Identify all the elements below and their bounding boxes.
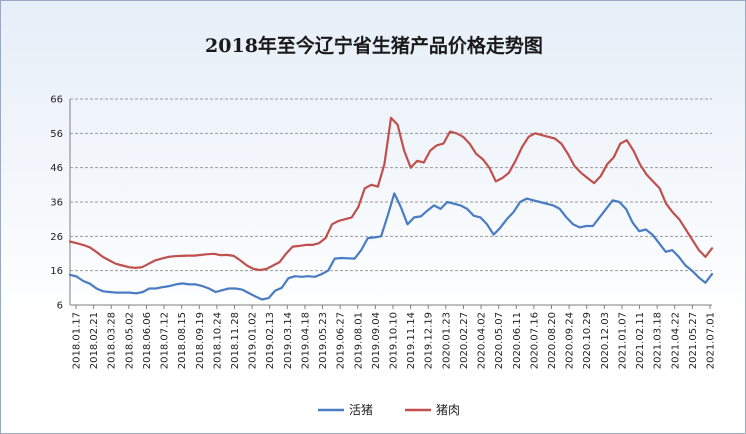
x-tick-label: 2019.09.04 [371,312,382,369]
x-tick-label: 2019.04.18 [300,312,311,369]
series-line-2 [68,116,714,272]
y-tick-label: 56 [50,129,63,140]
x-tick-label: 2018.03.28 [107,312,118,369]
x-tick-label: 2018.02.21 [89,312,100,369]
x-tick-label: 2021.05.27 [688,312,699,369]
y-tick-label: 26 [50,232,63,243]
series-lines [68,116,714,301]
series-line-1 [68,192,714,301]
x-tick-label: 2018.01.17 [72,312,83,369]
x-tick-label: 2020.05.07 [494,312,505,369]
y-tick-labels: 6 16 26 36 46 56 66 [50,95,63,312]
x-tick-label: 2018.10.24 [212,312,223,369]
x-tick-label: 2021.03.18 [653,312,664,369]
y-tick-label: 66 [50,95,63,106]
x-tick-label: 2019.01.02 [248,312,259,369]
y-tick-label: 16 [50,266,63,277]
x-tick-label: 2019.08.01 [353,312,364,369]
y-tick-label: 46 [50,163,63,174]
x-tick-label: 2021.02.11 [635,312,646,369]
x-tick-label: 2021.04.22 [670,312,681,369]
x-tick-label: 2020.02.27 [459,312,470,369]
x-tick-label: 2019.12.19 [424,312,435,369]
x-tick-label: 2018.09.19 [195,312,206,369]
x-tick-label: 2021.01.07 [617,312,628,369]
x-tick-label: 2018.11.28 [230,312,241,369]
x-tick-label: 2020.07.16 [529,312,540,369]
y-tick-label: 36 [50,198,63,209]
x-tick-label: 2018.06.06 [142,312,153,369]
x-tick-label: 2020.01.23 [441,312,452,369]
x-tick-label: 2019.11.14 [406,312,417,369]
x-tick-label: 2020.12.03 [600,312,611,369]
x-tick-label: 2019.03.14 [283,312,294,369]
legend-label-2: 猪肉 [436,403,460,417]
x-tick-label: 2021.07.01 [706,312,717,369]
x-tick-label: 2020.09.24 [565,312,576,369]
x-tick-label: 2018.08.15 [177,312,188,369]
x-tick-label: 2020.08.20 [547,312,558,369]
x-tick-label: 2020.06.11 [512,312,523,369]
legend: 活猪 猪肉 [318,403,460,417]
x-tick-label: 2019.05.23 [318,312,329,369]
x-tick-label: 2019.10.10 [389,312,400,369]
axes [69,99,712,309]
x-tick-label: 2020.10.29 [582,312,593,369]
legend-label-1: 活猪 [349,403,373,417]
x-tick-labels: 2018.01.17 2018.02.21 2018.03.28 2018.05.02… [72,312,717,369]
x-tick-label: 2019.06.27 [336,312,347,369]
x-tick-label: 2018.07.12 [160,312,171,369]
y-tick-label: 6 [57,301,63,312]
x-tick-label: 2020.04.02 [477,312,488,369]
chart-title: 2018年至今辽宁省生猪产品价格走势图 [205,35,543,57]
x-tick-label: 2019.02.13 [265,312,276,369]
x-tick-label: 2018.05.02 [124,312,135,369]
